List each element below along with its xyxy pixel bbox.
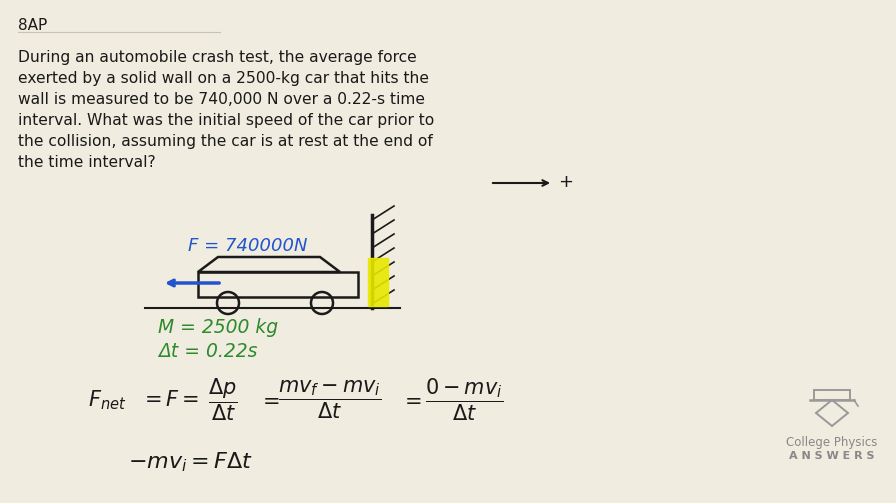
Text: interval. What was the initial speed of the car prior to: interval. What was the initial speed of … [18, 113, 435, 128]
Text: exerted by a solid wall on a 2500-kg car that hits the: exerted by a solid wall on a 2500-kg car… [18, 71, 429, 86]
Text: College Physics: College Physics [787, 436, 878, 449]
Text: the time interval?: the time interval? [18, 155, 156, 170]
Bar [368, 258, 388, 306]
Text: M = 2500 kg: M = 2500 kg [158, 318, 278, 337]
Text: +: + [558, 173, 573, 191]
Text: $\dfrac{0 - mv_i}{\Delta t}$: $\dfrac{0 - mv_i}{\Delta t}$ [425, 377, 504, 423]
Text: $\dfrac{mv_f - mv_i}{\Delta t}$: $\dfrac{mv_f - mv_i}{\Delta t}$ [278, 379, 382, 421]
Text: 8AP: 8AP [18, 18, 47, 33]
Text: $= F =$: $= F =$ [140, 390, 199, 410]
Text: $=$: $=$ [258, 390, 280, 410]
Text: Δt = 0.22s: Δt = 0.22s [158, 342, 257, 361]
Text: $\dfrac{\Delta p}{\Delta t}$: $\dfrac{\Delta p}{\Delta t}$ [208, 377, 237, 423]
Text: $-mv_i = F\Delta t$: $-mv_i = F\Delta t$ [128, 450, 254, 474]
Text: $F_{net}$: $F_{net}$ [88, 388, 126, 412]
Text: A N S W E R S: A N S W E R S [789, 451, 874, 461]
Text: During an automobile crash test, the average force: During an automobile crash test, the ave… [18, 50, 417, 65]
Text: F = 740000N: F = 740000N [188, 237, 307, 255]
Text: the collision, assuming the car is at rest at the end of: the collision, assuming the car is at re… [18, 134, 433, 149]
Bar [814, 390, 850, 400]
Text: $=$: $=$ [400, 390, 421, 410]
Text: wall is measured to be 740,000 N over a 0.22-s time: wall is measured to be 740,000 N over a … [18, 92, 425, 107]
